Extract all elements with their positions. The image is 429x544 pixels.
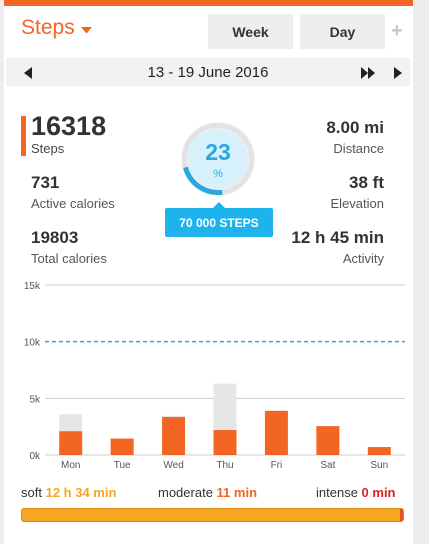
previous-week-icon[interactable] bbox=[24, 66, 32, 84]
intensity-bar-intense-segment bbox=[400, 509, 403, 521]
x-tick-label: Tue bbox=[114, 460, 131, 471]
goal-percent: 23 bbox=[205, 139, 231, 165]
bar bbox=[316, 426, 340, 455]
accent-top-bar bbox=[4, 0, 413, 6]
moderate-value: 11 min bbox=[216, 485, 258, 500]
elevation-value: 38 ft bbox=[349, 173, 384, 192]
bar bbox=[367, 447, 391, 455]
x-tick-label: Mon bbox=[61, 460, 80, 471]
soft-value: 12 h 34 min bbox=[45, 485, 117, 500]
x-tick-label: Sat bbox=[320, 460, 335, 471]
goal-percent-symbol: % bbox=[213, 168, 223, 180]
y-tick-label: 0k bbox=[29, 451, 41, 462]
active-calories-label: Active calories bbox=[31, 196, 115, 211]
intense-value: 0 min bbox=[361, 485, 396, 500]
bar bbox=[264, 410, 288, 455]
y-tick-label: 15k bbox=[24, 281, 41, 292]
x-tick-label: Sun bbox=[370, 460, 388, 471]
y-tick-label: 10k bbox=[24, 338, 41, 349]
total-calories-label: Total calories bbox=[31, 251, 107, 266]
tab-day[interactable]: Day bbox=[300, 14, 385, 49]
steps-value: 16318 bbox=[31, 111, 107, 141]
goal-progress-ring bbox=[177, 118, 259, 205]
bar-remainder bbox=[213, 383, 237, 431]
activity-value: 12 h 45 min bbox=[291, 228, 384, 247]
intensity-bar bbox=[21, 508, 404, 522]
intense-label: intense bbox=[316, 485, 358, 500]
total-calories-value: 19803 bbox=[31, 228, 79, 247]
soft-label: soft bbox=[21, 485, 42, 500]
steps-label: Steps bbox=[31, 141, 65, 156]
intensity-moderate: moderate 11 min bbox=[158, 485, 257, 500]
fast-forward-icon[interactable] bbox=[361, 66, 376, 84]
metric-title: Steps bbox=[21, 16, 75, 39]
date-range: 13 - 19 June 2016 bbox=[147, 64, 269, 81]
date-navigator: 13 - 19 June 2016 bbox=[6, 58, 410, 86]
intensity-soft: soft 12 h 34 min bbox=[21, 485, 116, 500]
add-icon[interactable]: + bbox=[391, 20, 403, 42]
active-calories-value: 731 bbox=[31, 173, 60, 192]
weekly-steps-chart: 0k 5k 10k 15k Mon Tue Wed Thu Fri Sat Sun bbox=[24, 281, 405, 471]
bar bbox=[213, 430, 237, 455]
x-tick-label: Wed bbox=[163, 460, 183, 471]
elevation-label: Elevation bbox=[330, 196, 384, 211]
bar bbox=[59, 431, 83, 455]
intensity-intense: intense 0 min bbox=[316, 485, 396, 500]
goal-badge: 70 000 STEPS bbox=[165, 202, 273, 237]
bar bbox=[110, 438, 134, 455]
moderate-label: moderate bbox=[158, 485, 213, 500]
distance-label: Distance bbox=[333, 141, 384, 156]
next-week-icon[interactable] bbox=[394, 66, 402, 84]
bar-remainder bbox=[59, 414, 83, 432]
activity-label: Activity bbox=[342, 251, 384, 266]
metric-selector[interactable]: Steps bbox=[21, 16, 92, 40]
x-tick-label: Thu bbox=[216, 460, 233, 471]
bar bbox=[162, 417, 186, 455]
steps-accent-marker bbox=[21, 116, 26, 156]
caret-down-icon bbox=[80, 16, 92, 40]
tab-week[interactable]: Week bbox=[208, 14, 293, 49]
bar-remainder bbox=[162, 415, 186, 418]
distance-value: 8.00 mi bbox=[326, 118, 384, 137]
y-tick-label: 5k bbox=[29, 394, 41, 405]
x-tick-label: Fri bbox=[271, 460, 283, 471]
goal-progress-arc bbox=[183, 166, 223, 195]
